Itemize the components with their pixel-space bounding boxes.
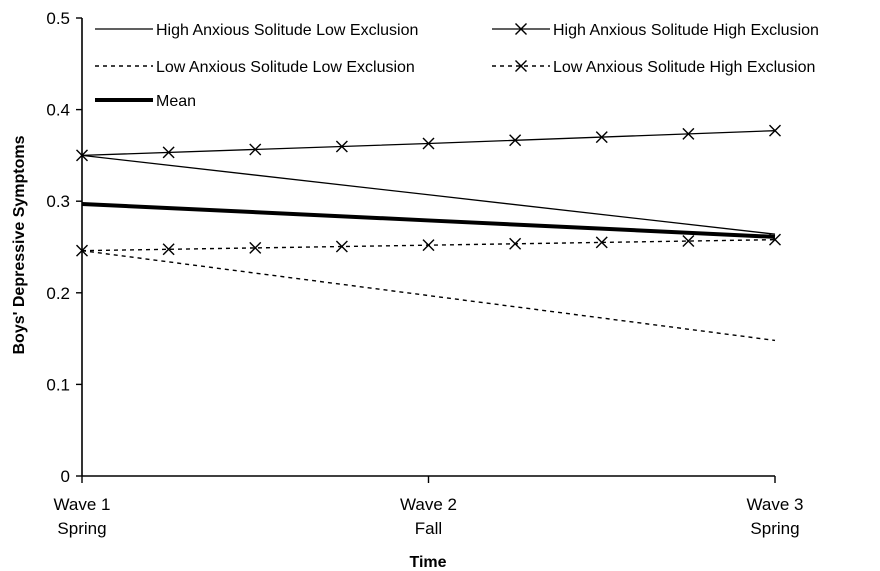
series-4 <box>81 201 776 239</box>
x-tick-sublabel: Fall <box>415 519 442 538</box>
series-marker-3 <box>162 243 175 256</box>
series-marker-1 <box>769 124 781 137</box>
marker-stroke <box>509 134 522 147</box>
legend-marker <box>515 23 527 35</box>
marker-stroke <box>595 131 608 144</box>
x-tick-label: Wave 3 <box>746 495 803 514</box>
marker-stroke <box>162 146 175 159</box>
legend-item-1: High Anxious Solitude High Exclusion <box>492 22 819 39</box>
y-tick-label: 0.5 <box>46 9 70 28</box>
marker-stroke <box>249 241 262 254</box>
legend-label: Low Anxious Solitude High Exclusion <box>553 59 815 76</box>
legend-label: Mean <box>156 93 196 110</box>
series-marker-1 <box>422 137 435 150</box>
legend-item-0: High Anxious Solitude Low Exclusion <box>95 22 418 39</box>
marker-stroke <box>422 137 435 150</box>
marker-stroke <box>595 236 608 249</box>
legend-label: Low Anxious Solitude Low Exclusion <box>156 59 415 76</box>
x-tick-sublabel: Spring <box>750 519 799 538</box>
y-tick-label: 0.2 <box>46 284 70 303</box>
series-line-4 <box>81 201 776 239</box>
marker-stroke <box>769 233 781 246</box>
series-marker-3 <box>595 236 608 249</box>
series-1 <box>76 124 781 162</box>
marker-stroke <box>682 127 695 140</box>
marker-stroke <box>509 237 522 250</box>
series-line-2 <box>81 249 776 342</box>
series-3 <box>76 233 781 257</box>
y-tick-label: 0.3 <box>46 192 70 211</box>
series-marker-1 <box>76 149 88 162</box>
series-line-0 <box>81 154 776 235</box>
marker-stroke <box>162 243 175 256</box>
marker-stroke <box>422 239 435 252</box>
y-tick-label: 0 <box>61 467 70 486</box>
marker-stroke <box>515 23 527 35</box>
series-marker-3 <box>249 241 262 254</box>
legend-marker <box>515 60 527 72</box>
series-0 <box>81 154 776 235</box>
marker-stroke <box>769 124 781 137</box>
marker-stroke <box>249 143 262 156</box>
marker-stroke <box>76 149 88 162</box>
legend-item-3: Low Anxious Solitude High Exclusion <box>492 59 815 76</box>
marker-stroke <box>335 140 348 153</box>
series-marker-1 <box>682 127 695 140</box>
marker-stroke <box>515 60 527 72</box>
marker-stroke <box>682 235 695 248</box>
series-marker-1 <box>335 140 348 153</box>
series-marker-1 <box>249 143 262 156</box>
marker-stroke <box>76 244 88 257</box>
axes <box>81 18 775 477</box>
marker-stroke <box>335 240 348 253</box>
y-axis-title: Boys' Depressive Symptoms <box>11 135 28 354</box>
series-marker-3 <box>335 240 348 253</box>
legend-item-4: Mean <box>95 93 196 110</box>
y-tick-label: 0.1 <box>46 375 70 394</box>
x-tick-label: Wave 1 <box>53 495 110 514</box>
series-marker-1 <box>595 131 608 144</box>
y-tick-label: 0.4 <box>46 101 70 120</box>
legend-item-2: Low Anxious Solitude Low Exclusion <box>95 59 415 76</box>
series-marker-3 <box>76 244 88 257</box>
legend-label: High Anxious Solitude Low Exclusion <box>156 22 418 39</box>
series-2 <box>81 249 776 342</box>
x-axis-title: Time <box>409 554 446 571</box>
series-marker-1 <box>509 134 522 147</box>
series-marker-3 <box>509 237 522 250</box>
series-marker-3 <box>422 239 435 252</box>
x-tick-label: Wave 2 <box>400 495 457 514</box>
series-marker-1 <box>162 146 175 159</box>
x-tick-sublabel: Spring <box>57 519 106 538</box>
legend-label: High Anxious Solitude High Exclusion <box>553 22 819 39</box>
series-marker-3 <box>682 235 695 248</box>
